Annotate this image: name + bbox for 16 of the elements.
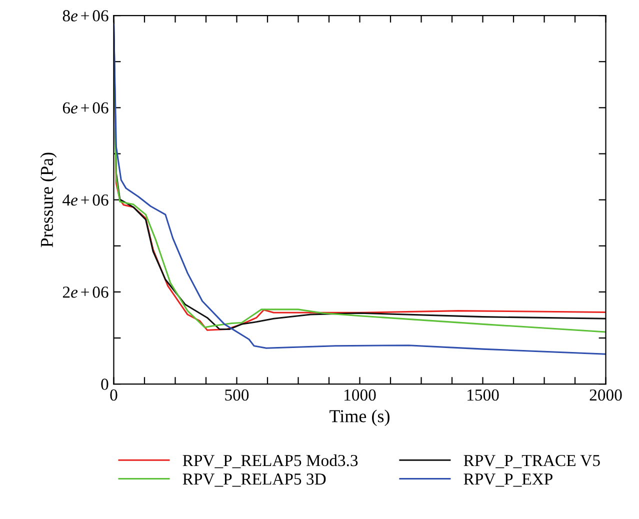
x-axis-title: Time (s) xyxy=(330,410,390,426)
legend-label: RPV_P_RELAP5 Mod3.3 xyxy=(182,454,358,468)
legend-label: RPV_P_TRACE V5 xyxy=(464,454,600,468)
y-tick-label: 6e+06 xyxy=(62,102,108,114)
y-tick-label: 4e+06 xyxy=(62,194,108,206)
legend-label: RPV_P_RELAP5 3D xyxy=(182,474,326,487)
x-tick-label: 1500 xyxy=(468,389,499,401)
y-tick-label: 2e+06 xyxy=(62,286,108,298)
x-tick-label: 500 xyxy=(225,389,249,401)
legend-label: RPV_P_EXP xyxy=(464,474,552,487)
x-tick-label: 2000 xyxy=(590,389,622,401)
x-tick-label: 0 xyxy=(110,389,118,401)
y-tick-label: 0 xyxy=(101,378,108,390)
y-axis-title: Pressure (Pa) xyxy=(40,152,57,248)
y-tick-label: 8e+06 xyxy=(62,10,108,22)
x-tick-label: 1000 xyxy=(344,389,376,401)
